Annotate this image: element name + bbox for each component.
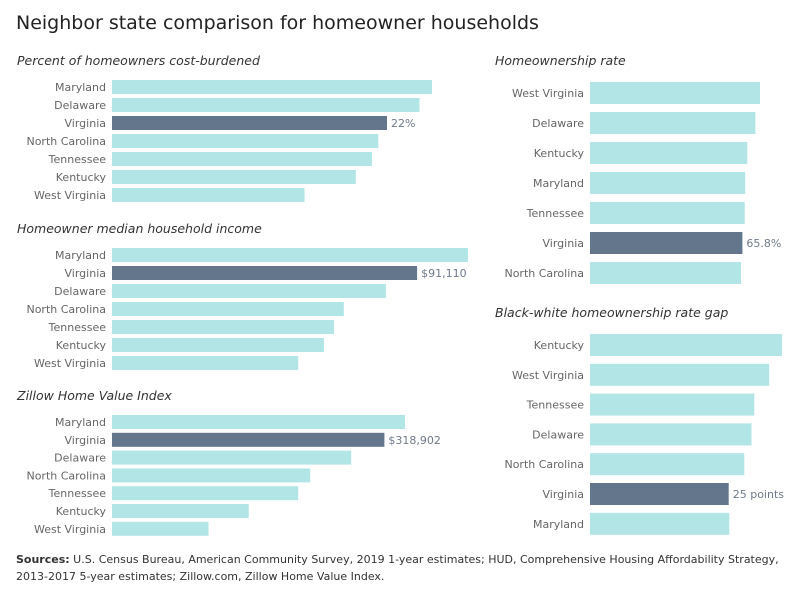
chart-1-bar-tennessee	[112, 152, 372, 166]
chart-5-category-label-delaware: Delaware	[532, 428, 584, 441]
chart-2-category-label-north-carolina: North Carolina	[26, 303, 106, 316]
chart-3-category-label-delaware: Delaware	[54, 452, 106, 465]
chart-4-title: Homeownership rate	[495, 53, 626, 68]
chart-1-category-label-maryland: Maryland	[55, 81, 106, 94]
charts-canvas: Percent of homeowners cost-burdened Maryl…	[16, 53, 784, 536]
chart-5-bar-kentucky	[590, 334, 782, 356]
chart-1-category-label-north-carolina: North Carolina	[26, 135, 106, 148]
chart-1-bar-kentucky	[112, 170, 356, 184]
chart-2-category-label-kentucky: Kentucky	[56, 339, 107, 352]
chart-3-category-label-maryland: Maryland	[55, 416, 106, 429]
chart-1-data-label-virginia: 22%	[391, 117, 415, 130]
chart-2: Homeowner median household income Marylan…	[17, 221, 468, 370]
chart-3-bar-virginia	[112, 432, 385, 447]
chart-3: Zillow Home Value Index Maryland Virginia $…	[16, 388, 441, 536]
chart-4-category-label-delaware: Delaware	[532, 117, 584, 130]
chart-4-bar-virginia	[590, 232, 743, 254]
chart-2-bar-north-carolina	[112, 302, 344, 316]
chart-5-bar-delaware	[590, 423, 752, 446]
chart-3-category-label-north-carolina: North Carolina	[26, 469, 106, 482]
chart-3-bar-west-virginia	[112, 521, 209, 536]
chart-3-category-label-west-virginia: West Virginia	[34, 523, 106, 536]
chart-5-bar-maryland	[590, 512, 730, 535]
chart-4-bar-delaware	[590, 112, 756, 134]
chart-3-bar-kentucky	[112, 504, 249, 518]
chart-5: Black-white homeownership rate gap Kentuc…	[495, 305, 784, 535]
sources-note: Sources: U.S. Census Bureau, American Co…	[16, 551, 786, 585]
chart-5-bar-tennessee	[590, 393, 755, 416]
chart-4-category-label-north-carolina: North Carolina	[504, 267, 584, 280]
chart-3-category-label-tennessee: Tennessee	[48, 487, 107, 500]
chart-3-title: Zillow Home Value Index	[16, 388, 172, 403]
chart-3-bar-north-carolina	[112, 468, 311, 483]
chart-4-bar-west-virginia	[590, 82, 760, 104]
chart-3-category-label-kentucky: Kentucky	[56, 505, 107, 518]
chart-2-bar-tennessee	[112, 320, 334, 334]
chart-5-category-label-tennessee: Tennessee	[526, 399, 585, 412]
chart-1-category-label-west-virginia: West Virginia	[34, 189, 106, 202]
chart-5-category-label-virginia: Virginia	[543, 488, 584, 501]
chart-4-bar-tennessee	[590, 202, 745, 224]
chart-4-bar-north-carolina	[590, 262, 741, 284]
chart-2-category-label-west-virginia: West Virginia	[34, 357, 106, 370]
chart-3-bar-delaware	[112, 450, 352, 465]
chart-5-bar-west-virginia	[590, 363, 770, 386]
chart-1-bar-maryland	[112, 80, 432, 94]
chart-5-bar-north-carolina	[590, 453, 745, 476]
chart-1-bar-delaware	[112, 98, 420, 112]
chart-5-title: Black-white homeownership rate gap	[495, 305, 728, 320]
page-title: Neighbor state comparison for homeowner …	[16, 12, 539, 34]
chart-4-category-label-kentucky: Kentucky	[534, 147, 585, 160]
chart-1-category-label-tennessee: Tennessee	[48, 153, 107, 166]
sources-label: Sources:	[16, 553, 70, 566]
chart-5-category-label-maryland: Maryland	[533, 518, 584, 531]
chart-2-bar-virginia	[112, 266, 418, 280]
chart-5-category-label-west-virginia: West Virginia	[512, 369, 584, 382]
chart-4-bar-kentucky	[590, 142, 748, 164]
chart-2-title: Homeowner median household income	[17, 221, 262, 236]
chart-1-bar-virginia	[112, 116, 387, 130]
chart-2-bar-kentucky	[112, 338, 324, 352]
chart-2-category-label-maryland: Maryland	[55, 249, 106, 262]
chart-1-bar-west-virginia	[112, 188, 305, 202]
chart-4-category-label-west-virginia: West Virginia	[512, 87, 584, 100]
chart-1-category-label-delaware: Delaware	[54, 99, 106, 112]
sources-text: U.S. Census Bureau, American Community S…	[16, 553, 779, 583]
chart-2-bar-west-virginia	[112, 356, 299, 370]
chart-2-category-label-delaware: Delaware	[54, 285, 106, 298]
chart-4-data-label-virginia: 65.8%	[746, 237, 781, 250]
chart-1: Percent of homeowners cost-burdened Maryl…	[17, 53, 432, 202]
chart-5-category-label-north-carolina: North Carolina	[504, 458, 584, 471]
chart-4-category-label-virginia: Virginia	[543, 237, 584, 250]
chart-4: Homeownership rate West Virginia Delaware K…	[495, 53, 781, 284]
chart-2-category-label-tennessee: Tennessee	[48, 321, 107, 334]
chart-4-category-label-maryland: Maryland	[533, 177, 584, 190]
chart-3-bar-maryland	[112, 415, 405, 429]
chart-3-category-label-virginia: Virginia	[65, 434, 106, 447]
chart-5-data-label-virginia: 25 points	[733, 488, 785, 501]
chart-2-bar-maryland	[112, 248, 468, 262]
chart-5-bar-virginia	[590, 483, 729, 505]
chart-4-bar-maryland	[590, 172, 746, 194]
chart-4-category-label-tennessee: Tennessee	[526, 207, 585, 220]
chart-2-bar-delaware	[112, 284, 386, 298]
chart-3-bar-tennessee	[112, 486, 299, 501]
chart-1-bar-north-carolina	[112, 134, 379, 148]
chart-2-data-label-virginia: $91,110	[421, 267, 467, 280]
chart-2-category-label-virginia: Virginia	[65, 267, 106, 280]
chart-1-category-label-virginia: Virginia	[65, 117, 106, 130]
chart-1-category-label-kentucky: Kentucky	[56, 171, 107, 184]
chart-1-title: Percent of homeowners cost-burdened	[17, 53, 260, 68]
chart-5-category-label-kentucky: Kentucky	[534, 339, 585, 352]
chart-3-data-label-virginia: $318,902	[388, 434, 441, 447]
